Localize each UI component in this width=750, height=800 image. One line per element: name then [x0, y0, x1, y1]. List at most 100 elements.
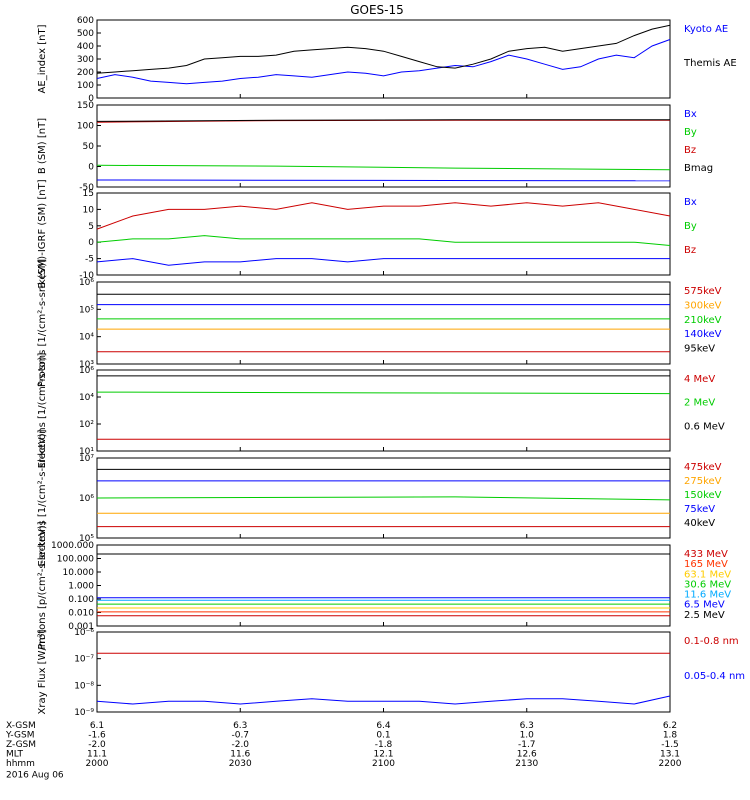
- y-axis-label: Protons [p/(cm²-s-sr-keV)]: [37, 521, 48, 649]
- xaxis-value: 0.1: [376, 731, 390, 741]
- y-tick-label: 150: [77, 101, 94, 111]
- xaxis-value: 2000: [86, 759, 109, 769]
- y-tick-label: 5: [88, 222, 94, 232]
- xaxis-value: 2030: [229, 759, 252, 769]
- y-tick-label: 10³: [79, 360, 94, 370]
- legend-entry: 0.6 MeV: [684, 421, 725, 432]
- y-tick-label: 200: [77, 68, 94, 78]
- y-tick-label: 10⁴: [79, 393, 94, 403]
- y-axis-label: AE_index [nT]: [37, 24, 48, 93]
- chart-title: GOES-15: [350, 3, 404, 17]
- legend-entry: 40keV: [684, 518, 715, 529]
- y-tick-label: 1.000: [68, 582, 94, 592]
- legend-entry: Bz: [684, 245, 696, 256]
- date-label: 2016 Aug 06: [6, 771, 64, 781]
- series-line-by: [96, 235, 671, 246]
- y-tick-label: 10⁻⁷: [74, 655, 94, 665]
- panel-frame: [96, 19, 671, 99]
- legend-entry: 95keV: [684, 344, 715, 355]
- xaxis-value: 6.1: [90, 721, 104, 731]
- legend-entry: 165 MeV: [684, 559, 728, 570]
- legend-entry: 475keV: [684, 462, 722, 473]
- legend-entry: 6.5 MeV: [684, 600, 725, 611]
- panel-frame: [96, 544, 671, 627]
- xaxis-value: 6.4: [376, 721, 391, 731]
- legend-entry: 140keV: [684, 329, 722, 340]
- y-tick-label: 10.000: [63, 568, 95, 578]
- y-tick-label: 15: [83, 189, 94, 199]
- y-tick-label: -5: [85, 255, 94, 265]
- xaxis-value: -1.6: [88, 731, 106, 741]
- legend-entry: 2.5 MeV: [684, 610, 725, 621]
- y-axis-label: Protons [1/(cm²-s-sr-keV)]: [37, 259, 48, 387]
- y-tick-label: 50: [83, 142, 95, 152]
- legend-entry: 4 MeV: [684, 374, 715, 385]
- y-axis-label: Electrons [1/(cm²-s-sr)]: [37, 353, 48, 469]
- xaxis-value: 11.6: [230, 750, 250, 760]
- legend-entry: 275keV: [684, 476, 722, 487]
- xaxis-row-label: Z-GSM: [6, 740, 36, 750]
- y-tick-label: 10⁶: [79, 494, 94, 504]
- legend-entry: Themis AE: [683, 58, 737, 69]
- legend-entry: 11.6 MeV: [684, 590, 731, 601]
- xaxis-value: 6.3: [520, 721, 534, 731]
- panel-frame: [96, 192, 671, 276]
- y-tick-label: 10⁷: [79, 454, 94, 464]
- xaxis-value: -2.0: [231, 740, 249, 750]
- y-tick-label: 10⁶: [79, 278, 94, 288]
- xaxis-value: 2100: [372, 759, 395, 769]
- legend-entry: 150keV: [684, 490, 722, 501]
- series-line-150kev: [96, 496, 671, 501]
- y-tick-label: 10⁶: [79, 366, 94, 376]
- y-tick-label: 0: [88, 163, 94, 173]
- y-tick-label: -50: [79, 183, 94, 193]
- y-tick-label: 300: [77, 55, 94, 65]
- legend-entry: 0.1-0.8 nm: [684, 636, 739, 647]
- y-tick-label: 100.000: [57, 555, 94, 565]
- y-tick-label: 10: [83, 205, 95, 215]
- y-tick-label: 1000.000: [51, 541, 94, 551]
- y-axis-label: Electrons [1/(cm²-s-sr-keV)]: [37, 429, 48, 566]
- xaxis-value: 12.1: [373, 750, 393, 760]
- series-line-bz: [96, 202, 671, 230]
- legend-entry: 433 MeV: [684, 549, 728, 560]
- legend-entry: 300keV: [684, 300, 722, 311]
- legend-entry: By: [684, 127, 697, 138]
- panel-frame: [96, 104, 671, 188]
- xaxis-value: -1.7: [518, 740, 536, 750]
- xaxis-row-label: MLT: [6, 750, 24, 760]
- y-tick-label: -10: [79, 271, 94, 281]
- legend-entry: Bx: [684, 197, 697, 208]
- legend-entry: 30.6 MeV: [684, 579, 731, 590]
- series-line-by: [96, 164, 671, 171]
- y-tick-label: 500: [77, 29, 94, 39]
- legend-entry: 75keV: [684, 504, 715, 515]
- y-tick-label: 10⁵: [79, 305, 94, 315]
- y-tick-label: 0: [88, 238, 94, 248]
- xaxis-value: 2200: [659, 759, 682, 769]
- y-tick-label: 0: [88, 94, 94, 104]
- xaxis-value: 2130: [515, 759, 538, 769]
- xaxis-value: 13.1: [660, 750, 680, 760]
- y-tick-label: 10²: [79, 420, 94, 430]
- y-axis-label: Xray Flux [W/m²]: [37, 629, 48, 714]
- xaxis-value: -1.8: [375, 740, 393, 750]
- y-tick-label: 10¹: [79, 447, 94, 457]
- y-tick-label: 600: [77, 16, 94, 26]
- xaxis-value: -0.7: [231, 731, 249, 741]
- xaxis-value: 11.1: [87, 750, 107, 760]
- legend-entry: Bx: [684, 109, 697, 120]
- series-line-bx: [96, 179, 671, 182]
- series-line-bmag: [96, 119, 670, 122]
- panel-3: 15 10 5 0 -5 -10 B (SM)-IGRF (SM) [nT] Bx By Bz: [37, 179, 697, 288]
- y-tick-label: 0.001: [68, 622, 94, 632]
- y-tick-label: 10⁵: [79, 534, 94, 544]
- legend-entry: Kyoto AE: [684, 24, 728, 35]
- y-axis-label: B (SM) [nT]: [37, 118, 48, 174]
- legend-entry: 210keV: [684, 315, 722, 326]
- y-tick-label: 0.010: [68, 609, 94, 619]
- xaxis-value: -1.5: [661, 740, 679, 750]
- legend-entry: Bz: [684, 145, 696, 156]
- xaxis-value: 1.0: [520, 731, 535, 741]
